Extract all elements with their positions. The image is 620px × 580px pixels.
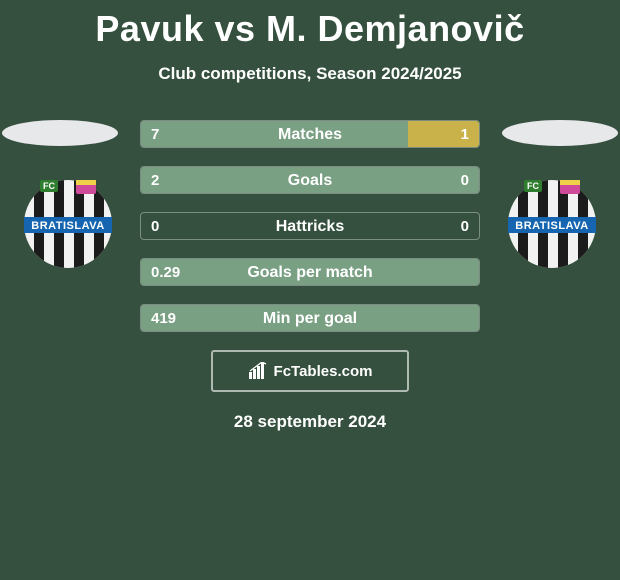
page-title: Pavuk vs M. Demjanovič [0, 0, 620, 50]
stat-value-left: 419 [151, 305, 176, 332]
stat-label: Min per goal [141, 305, 479, 332]
date-label: 28 september 2024 [0, 412, 620, 432]
stat-row: Goals per match0.29 [140, 258, 480, 286]
stat-label: Matches [141, 121, 479, 148]
ellipse-decoration-left [2, 120, 118, 146]
stat-value-left: 0 [151, 213, 159, 240]
stat-value-right: 1 [461, 121, 469, 148]
stat-label: Hattricks [141, 213, 479, 240]
club-badge-right: FC BRATISLAVA [502, 174, 602, 274]
ellipse-decoration-right [502, 120, 618, 146]
stat-bars: Matches71Goals20Hattricks00Goals per mat… [140, 120, 480, 332]
stat-value-left: 7 [151, 121, 159, 148]
stat-label: Goals per match [141, 259, 479, 286]
svg-text:BRATISLAVA: BRATISLAVA [515, 220, 588, 232]
stat-row: Min per goal419 [140, 304, 480, 332]
svg-text:BRATISLAVA: BRATISLAVA [31, 220, 104, 232]
svg-text:FC: FC [527, 181, 539, 191]
stat-value-right: 0 [461, 213, 469, 240]
svg-text:FC: FC [43, 181, 55, 191]
stat-row: Hattricks0 0 [140, 212, 480, 240]
brand-label: FcTables.com [274, 363, 373, 380]
brand-chart-icon [248, 362, 270, 380]
subtitle: Club competitions, Season 2024/2025 [0, 64, 620, 84]
stat-value-right: 0 [461, 167, 469, 194]
stat-label: Goals [141, 167, 479, 194]
stat-value-left: 0.29 [151, 259, 180, 286]
brand-box: FcTables.com [211, 350, 409, 392]
stat-row: Goals2 0 [140, 166, 480, 194]
club-badge-left: FC BRATISLAVA [18, 174, 118, 274]
stat-row: Matches7 1 [140, 120, 480, 148]
comparison-panel: FC BRATISLAVA FC BRATISLAVA Matches7 1 Goa… [0, 120, 620, 432]
stat-value-left: 2 [151, 167, 159, 194]
